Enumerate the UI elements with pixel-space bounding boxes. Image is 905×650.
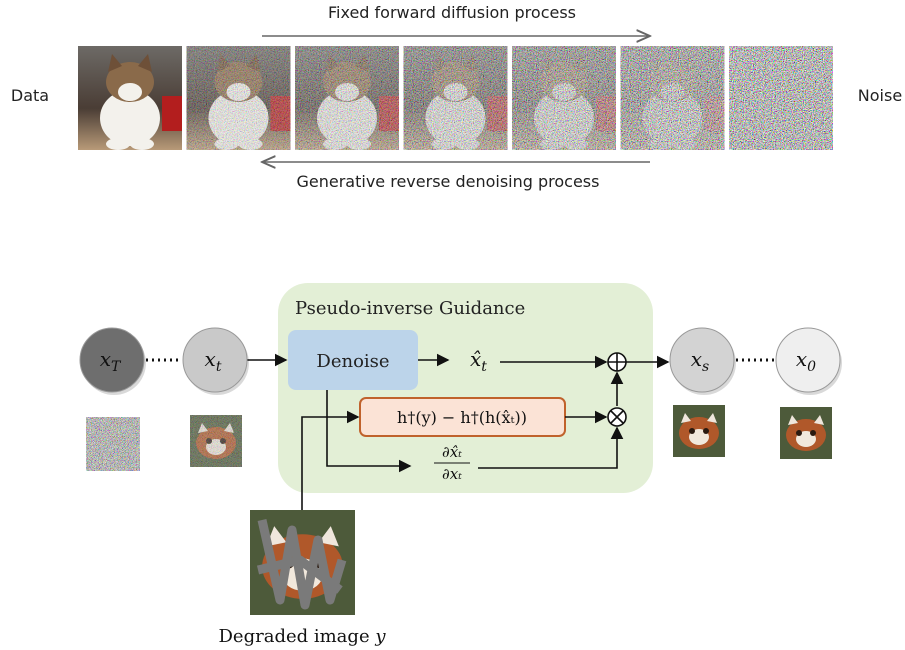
thumb-noise xyxy=(86,417,140,471)
data-label: Data xyxy=(11,86,49,105)
diffusion-frame xyxy=(187,46,291,150)
diffusion-frame xyxy=(295,46,399,150)
diffusion-frame xyxy=(404,46,508,150)
jacobian-numerator: ∂x̂ₜ xyxy=(442,443,462,461)
image-strip xyxy=(78,46,833,150)
thumb-xs xyxy=(673,405,725,457)
diffusion-frame xyxy=(621,46,725,150)
diffusion-frame xyxy=(729,46,833,150)
diffusion-diagram: Fixed forward diffusion process Data Noi… xyxy=(0,0,905,650)
degraded-caption: Degraded image y xyxy=(219,626,387,647)
sum-operator xyxy=(608,353,626,371)
diffusion-frame xyxy=(78,46,182,150)
forward-label: Fixed forward diffusion process xyxy=(328,3,576,22)
reverse-label: Generative reverse denoising process xyxy=(297,172,600,191)
thumb-x0 xyxy=(780,407,832,459)
guidance-title: Pseudo-inverse Guidance xyxy=(295,298,525,319)
jacobian-denominator: ∂xₜ xyxy=(442,465,462,483)
product-operator xyxy=(608,408,626,426)
noise-label: Noise xyxy=(858,86,902,105)
diffusion-frame xyxy=(512,46,616,150)
degraded-image xyxy=(250,510,355,615)
correction-formula: h†(y) − h†(h(x̂ₜ)) xyxy=(397,408,527,427)
thumb-xt xyxy=(190,415,242,467)
denoise-label: Denoise xyxy=(316,351,389,372)
